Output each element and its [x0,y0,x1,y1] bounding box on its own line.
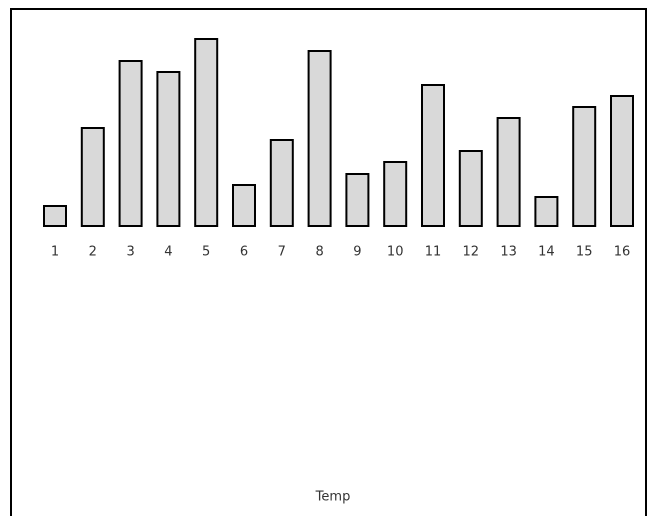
x-tick-label: 1 [51,245,59,260]
x-tick-label: 12 [463,245,480,260]
x-tick-label: 6 [240,245,248,260]
bar [573,107,595,226]
x-tick-label: 8 [315,245,323,260]
x-tick-label: 15 [576,245,593,260]
bar [422,85,444,226]
bar [271,140,293,226]
bar [498,118,520,226]
x-tick-label: 10 [387,245,404,260]
x-tick-label: 16 [614,245,631,260]
bar [346,174,368,226]
x-tick-label: 11 [425,245,442,260]
bar [44,206,66,226]
bar [195,39,217,226]
x-tick-label: 9 [353,245,361,260]
x-tick-label: 5 [202,245,210,260]
x-tick-label: 2 [89,245,97,260]
bar [384,162,406,226]
bar [611,96,633,226]
x-tick-label: 4 [164,245,172,260]
bar [233,185,255,226]
bar [120,61,142,226]
x-tick-label: 14 [538,245,555,260]
bar [535,197,557,226]
x-tick-label: 13 [500,245,517,260]
bar [82,128,104,226]
bar [157,72,179,226]
x-axis-label: Temp [315,490,351,505]
bar [309,51,331,226]
x-tick-label: 7 [278,245,286,260]
bar [460,151,482,226]
page: {"chart_data": {"type": "bar", "x_label"… [0,0,649,516]
x-tick-label: 3 [126,245,134,260]
chart: Temp 12345678910111213141516 [0,0,649,516]
